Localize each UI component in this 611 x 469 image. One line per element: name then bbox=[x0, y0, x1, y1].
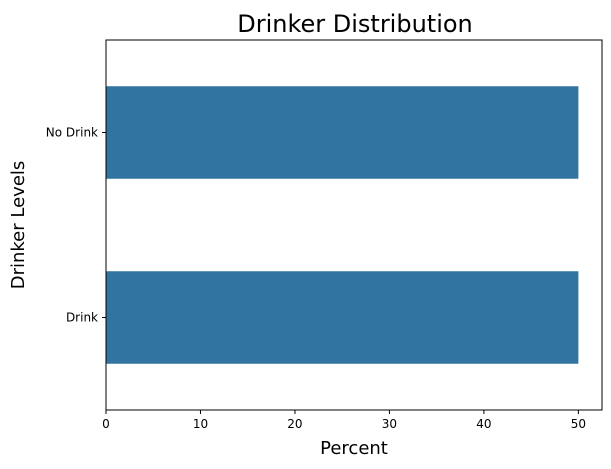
x-tick-label: 40 bbox=[476, 417, 491, 431]
bar-drink bbox=[106, 271, 579, 364]
plot-frame bbox=[105, 39, 603, 411]
bars-group bbox=[106, 86, 579, 364]
x-axis-label: Percent bbox=[320, 438, 388, 459]
y-tick-label: No Drink bbox=[46, 126, 98, 140]
x-tick-label: 50 bbox=[571, 417, 586, 431]
x-tick-label: 10 bbox=[193, 417, 208, 431]
x-tick-label: 0 bbox=[102, 417, 110, 431]
y-tick-label: Drink bbox=[66, 311, 98, 325]
x-ticks: 0 10 20 30 40 50 bbox=[102, 410, 586, 431]
x-tick-label: 20 bbox=[287, 417, 302, 431]
y-ticks: No Drink Drink bbox=[46, 126, 106, 325]
y-axis-label: Drinker Levels bbox=[8, 161, 29, 290]
x-tick-label: 30 bbox=[382, 417, 397, 431]
chart-title: Drinker Distribution bbox=[237, 10, 473, 38]
bar-no-drink bbox=[106, 86, 579, 179]
